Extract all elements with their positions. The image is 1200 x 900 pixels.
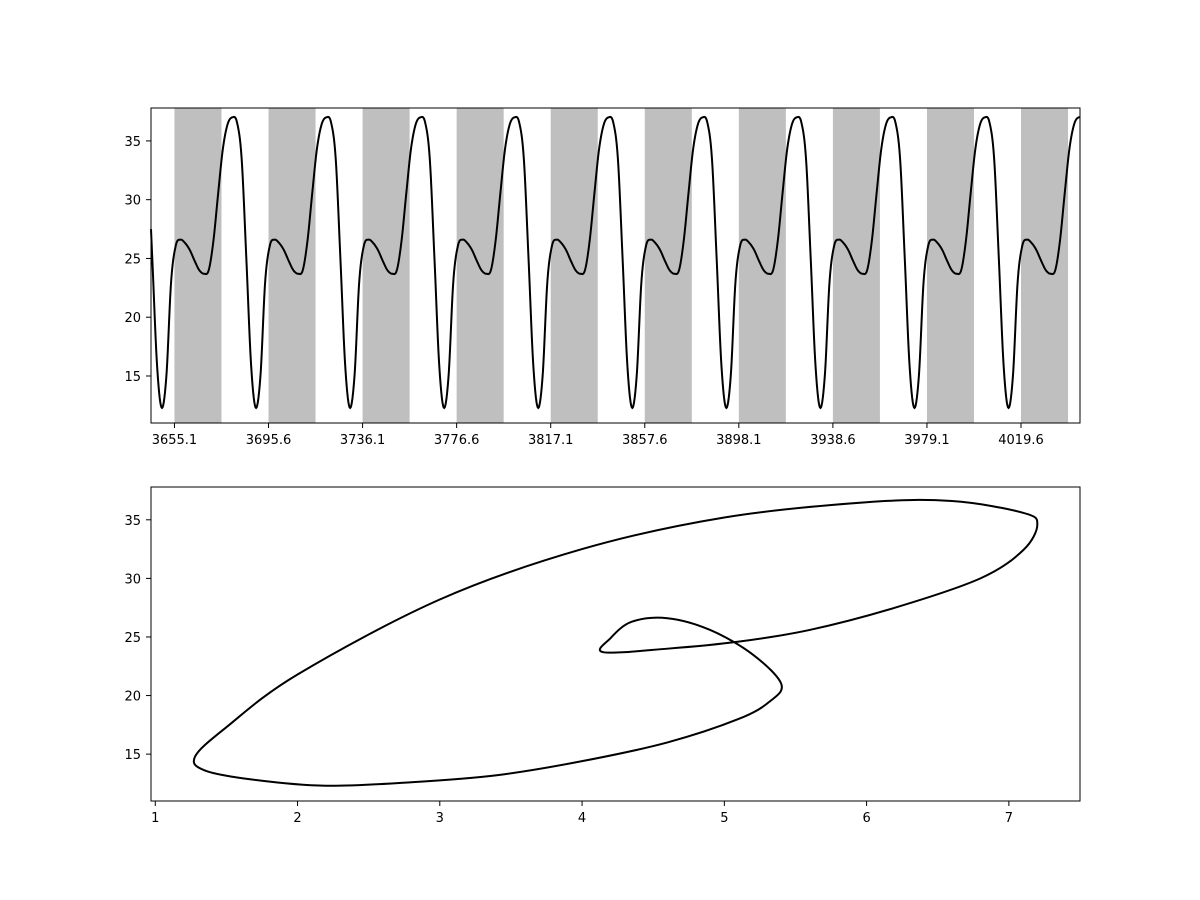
shaded-band-3	[456, 108, 504, 423]
x-tick-label: 2	[293, 811, 301, 826]
y-tick-label: 15	[124, 748, 141, 763]
y-tick-label: 30	[124, 194, 141, 209]
x-tick-label: 4019.6	[998, 433, 1044, 448]
shaded-band-0	[174, 108, 222, 423]
y-tick-label: 15	[124, 370, 141, 385]
x-tick-label: 3	[436, 811, 444, 826]
shaded-band-1	[268, 108, 316, 423]
y-tick-label: 30	[124, 572, 141, 587]
phase-portrait-x-axis: 1 2 3 4 5 6 7	[151, 801, 1013, 826]
y-tick-label: 25	[124, 252, 141, 267]
phase-portrait-y-axis: 15 20 25 30 35	[124, 514, 151, 763]
time-series-line	[150, 115, 1081, 410]
x-tick-label: 3655.1	[152, 433, 198, 448]
y-tick-label: 35	[124, 135, 141, 150]
x-tick-label: 3938.6	[810, 433, 856, 448]
x-tick-label: 3857.6	[622, 433, 668, 448]
x-tick-label: 3736.1	[340, 433, 386, 448]
x-tick-label: 3979.1	[904, 433, 950, 448]
x-tick-label: 4	[578, 811, 586, 826]
y-tick-label: 20	[124, 690, 141, 705]
phase-portrait-curve	[192, 498, 1039, 787]
shaded-band-8	[926, 108, 974, 423]
shaded-band-6	[738, 108, 786, 423]
shaded-bands	[174, 108, 1069, 423]
time-series-y-axis: 15 20 25 30 35	[124, 135, 151, 385]
time-series-chart: 3655.1 3695.6 3736.1 3776.6 3817.1 3857.6 3898…	[124, 107, 1081, 448]
x-tick-label: 3695.6	[246, 433, 292, 448]
x-tick-label: 3898.1	[716, 433, 762, 448]
y-tick-label: 35	[124, 514, 141, 529]
x-tick-label: 3776.6	[434, 433, 480, 448]
shaded-band-4	[550, 108, 598, 423]
x-tick-label: 7	[1005, 811, 1013, 826]
time-series-x-axis: 3655.1 3695.6 3736.1 3776.6 3817.1 3857.6 3898…	[152, 423, 1044, 448]
shaded-band-2	[362, 108, 410, 423]
y-tick-label: 20	[124, 311, 141, 326]
shaded-band-9	[1021, 108, 1069, 423]
time-series-frame	[150, 107, 1081, 424]
x-tick-label: 6	[862, 811, 870, 826]
shaded-band-5	[644, 108, 692, 423]
x-tick-label: 1	[151, 811, 159, 826]
shaded-band-7	[832, 108, 880, 423]
x-tick-label: 5	[720, 811, 728, 826]
phase-portrait-chart: 1 2 3 4 5 6 7 15 20 25 30 35	[124, 486, 1081, 826]
x-tick-label: 3817.1	[528, 433, 574, 448]
phase-portrait-frame	[150, 486, 1081, 802]
y-tick-label: 25	[124, 631, 141, 646]
